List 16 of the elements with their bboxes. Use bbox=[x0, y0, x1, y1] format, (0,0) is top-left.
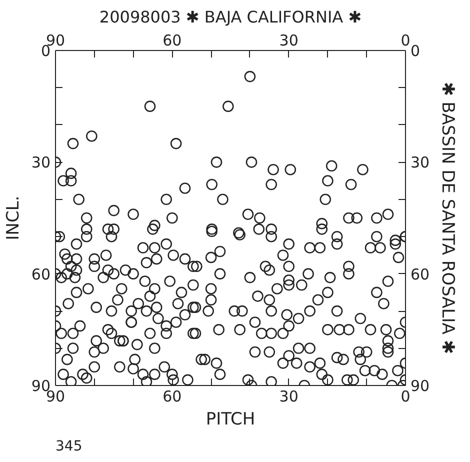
x2-tick-label: 0 bbox=[400, 388, 410, 406]
x-tick-label: 0 bbox=[400, 32, 410, 50]
x2-tick-label: 30 bbox=[279, 388, 298, 406]
chart-title: 20098003 ✱ BAJA CALIFORNIA ✱ bbox=[99, 8, 362, 26]
y2-tick-label: 90 bbox=[410, 377, 430, 395]
y2-axis-title: ✱ BASSIN DE SANTA ROSALIA ✱ bbox=[438, 82, 458, 354]
y-tick-label: 30 bbox=[31, 154, 51, 172]
x-tick-label: 30 bbox=[279, 32, 298, 50]
y-axis-title: INCL. bbox=[3, 196, 24, 240]
y2-tick-label: 60 bbox=[410, 265, 430, 284]
x2-tick-label: 60 bbox=[162, 388, 182, 406]
x-axis-title: PITCH bbox=[206, 410, 256, 430]
x-tick-label: 60 bbox=[162, 32, 182, 50]
y-tick-label: 60 bbox=[31, 265, 51, 284]
text: 345 bbox=[56, 438, 82, 454]
y2-tick-label: 30 bbox=[410, 154, 430, 172]
